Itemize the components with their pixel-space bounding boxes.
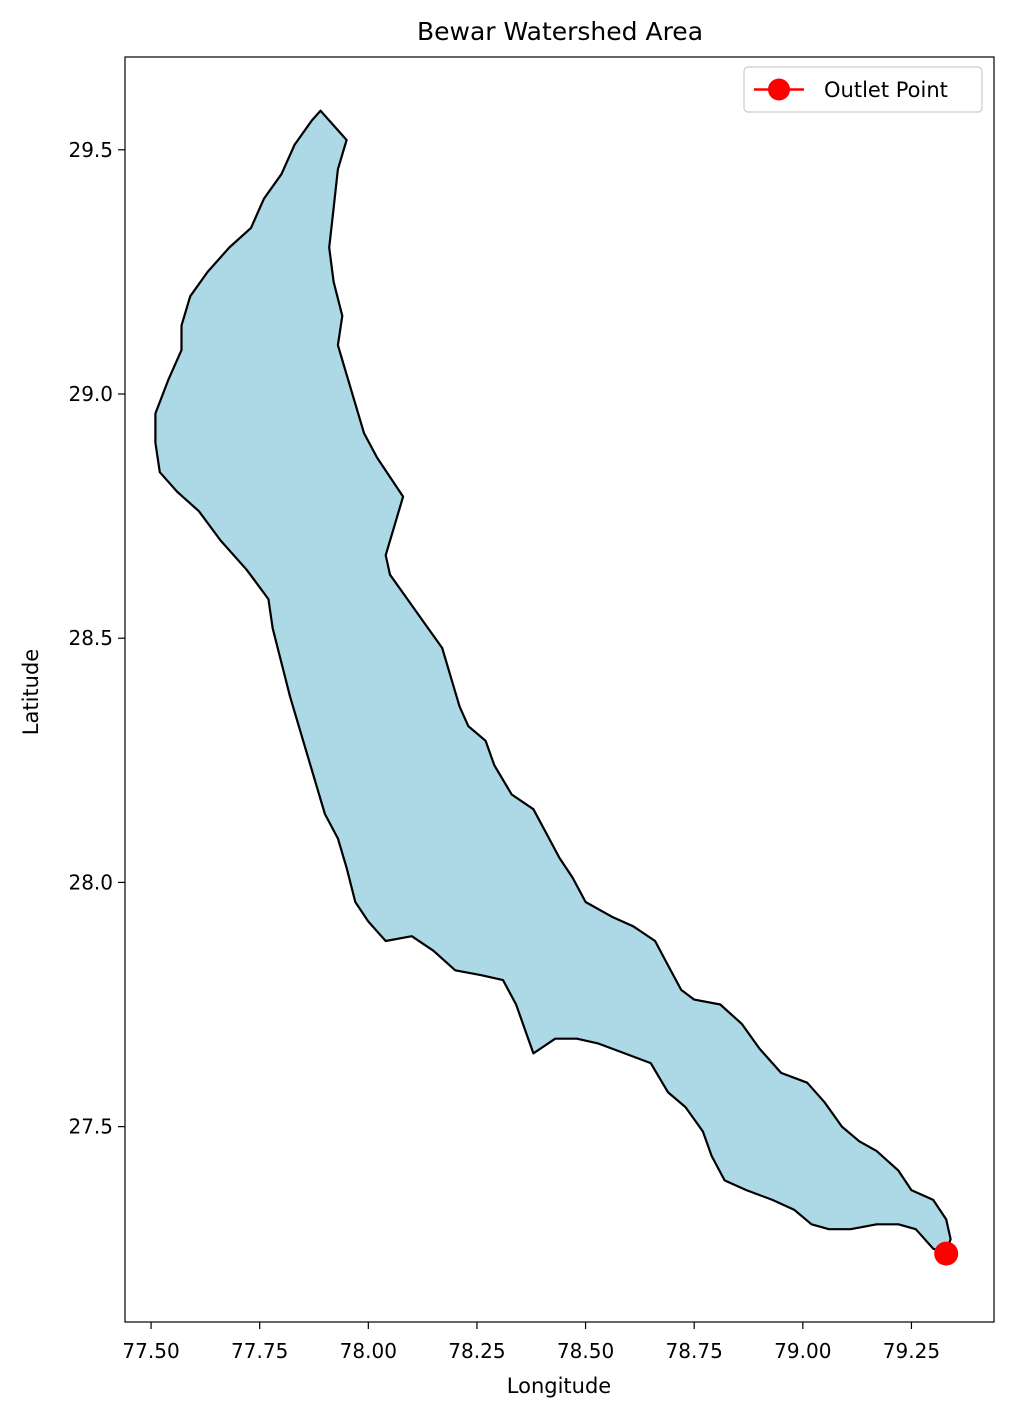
x-tick-label: 78.75 (666, 1339, 723, 1363)
map-title: Bewar Watershed Area (417, 17, 703, 46)
x-tick-label: 78.00 (340, 1339, 397, 1363)
x-tick-label: 77.75 (231, 1339, 288, 1363)
x-tick-label: 79.25 (883, 1339, 940, 1363)
y-tick-label: 28.5 (68, 626, 113, 650)
x-axis-label: Longitude (507, 1374, 611, 1398)
legend-box (743, 66, 983, 113)
y-axis-ticks: 27.5 28.0 28.5 29.0 29.5 (68, 138, 125, 1139)
x-tick-label: 78.50 (557, 1339, 614, 1363)
x-tick-label: 78.25 (448, 1339, 505, 1363)
watershed-polygon (154, 109, 952, 1255)
plot-area (154, 109, 959, 1266)
axes-frame (124, 56, 995, 1323)
y-axis-label: Latitude (19, 649, 43, 735)
legend-outlet-label: Outlet Point (824, 78, 948, 102)
outlet-marker-group (934, 1241, 959, 1266)
y-tick-label: 29.5 (68, 138, 113, 162)
y-tick-label: 27.5 (68, 1115, 113, 1139)
legend: Outlet Point (743, 66, 983, 113)
x-tick-label: 77.50 (122, 1339, 179, 1363)
x-axis-ticks: 77.50 77.75 78.00 78.25 78.50 78.75 79.00 79.25 (122, 1322, 940, 1363)
outlet-point-marker (934, 1241, 959, 1266)
legend-outlet-marker (768, 78, 790, 101)
y-tick-label: 28.0 (68, 870, 113, 894)
x-tick-label: 79.00 (774, 1339, 831, 1363)
y-tick-label: 29.0 (68, 382, 113, 406)
